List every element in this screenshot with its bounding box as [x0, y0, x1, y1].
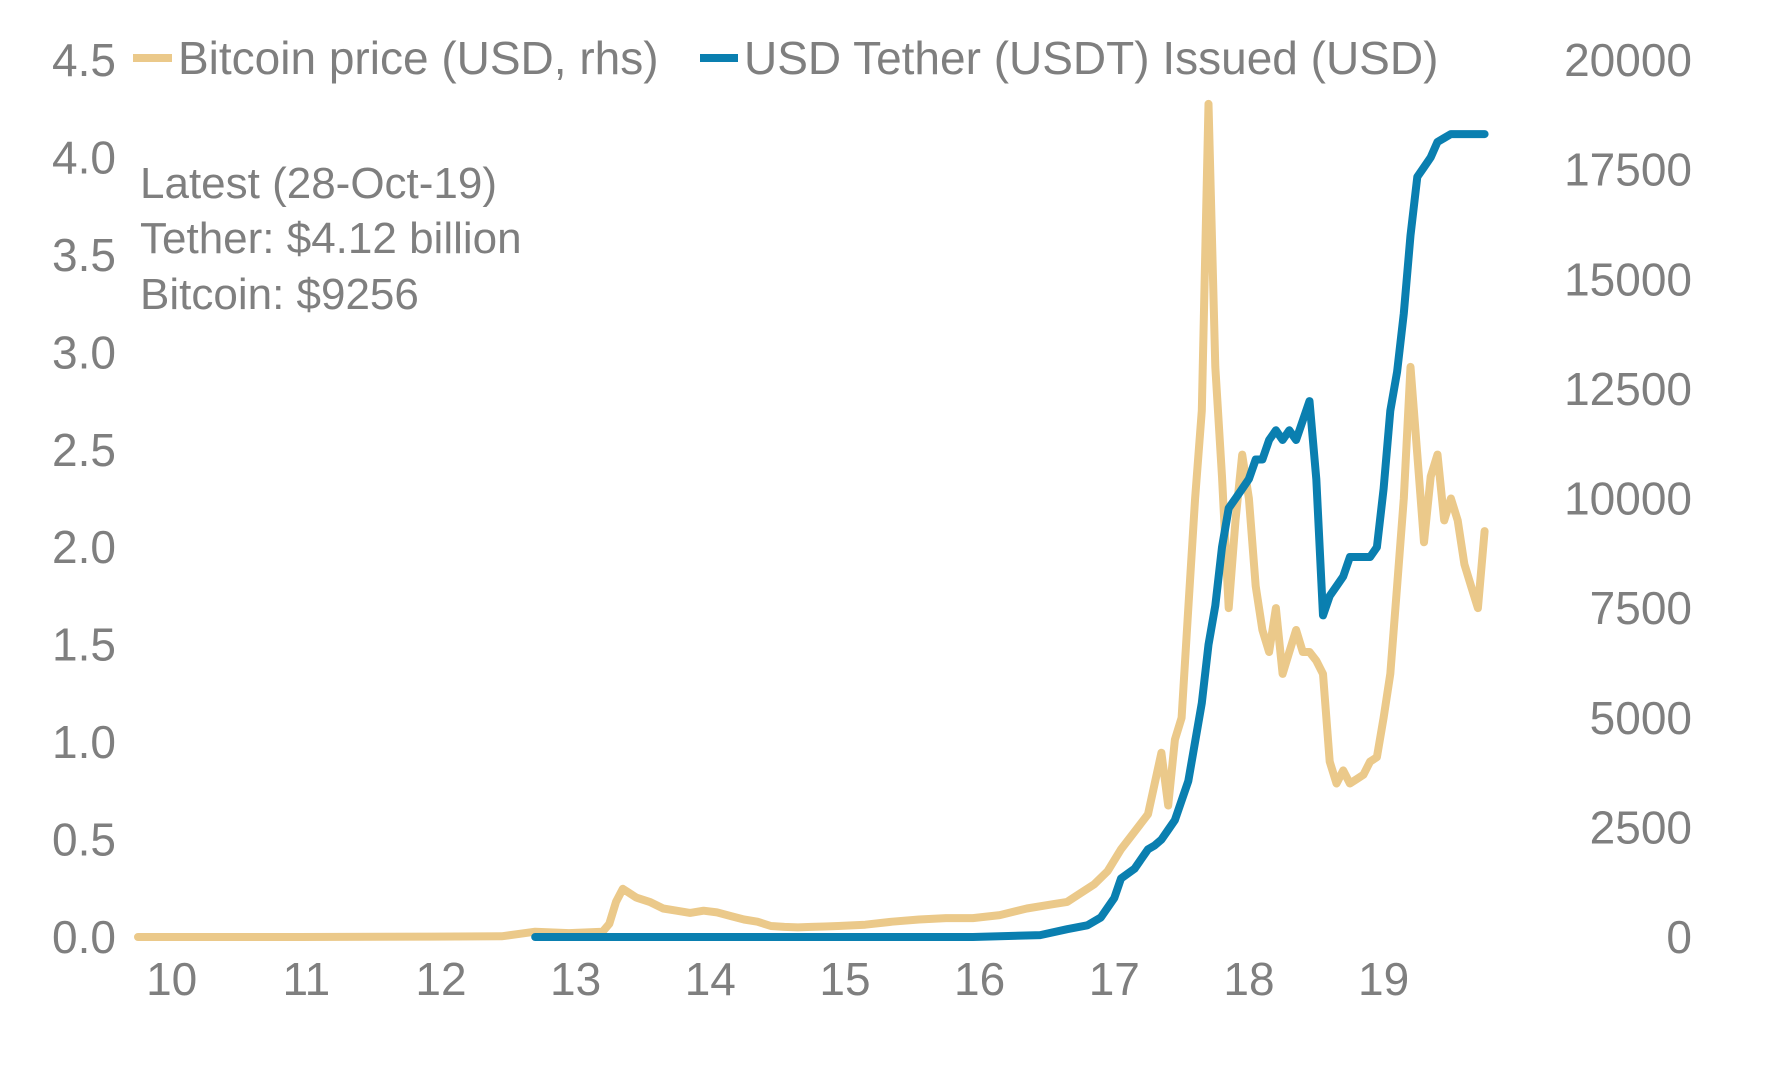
x-tick-label: 12: [415, 953, 466, 1005]
x-tick-label: 18: [1223, 953, 1274, 1005]
left-tick-label: 0.0: [52, 911, 116, 963]
left-tick-label: 3.5: [52, 229, 116, 281]
right-axis-tick-labels: 0 2500 5000 7500 10000 12500 15000 17500 20000: [1564, 34, 1692, 963]
left-tick-label: 2.5: [52, 424, 116, 476]
series-layer: [134, 99, 1489, 941]
x-tick-label: 17: [1089, 953, 1140, 1005]
right-tick-label: 20000: [1564, 34, 1692, 86]
right-tick-label: 15000: [1564, 253, 1692, 305]
x-tick-label: 11: [282, 953, 330, 1005]
right-tick-label: 12500: [1564, 363, 1692, 415]
right-tick-label: 0: [1666, 911, 1692, 963]
legend-label-tether: USD Tether (USDT) Issued (USD): [744, 32, 1438, 84]
right-tick-label: 17500: [1564, 144, 1692, 196]
left-tick-label: 3.0: [52, 326, 116, 378]
right-tick-label: 10000: [1564, 473, 1692, 525]
bitcoin-series-line: [134, 99, 1489, 941]
right-tick-label: 2500: [1590, 801, 1692, 853]
left-tick-label: 1.0: [52, 716, 116, 768]
left-tick-label: 0.5: [52, 814, 116, 866]
x-tick-label: 15: [819, 953, 870, 1005]
tether-series-line: [531, 130, 1489, 941]
annotation-bitcoin-value: Bitcoin: $9256: [140, 270, 419, 319]
x-tick-label: 19: [1358, 953, 1409, 1005]
x-axis-tick-labels: 10 11 12 13 14 15 16 17 18 19: [146, 953, 1409, 1005]
left-tick-label: 4.5: [52, 34, 116, 86]
annotation-latest-date: Latest (28-Oct-19): [140, 159, 497, 208]
right-tick-label: 7500: [1590, 582, 1692, 634]
left-tick-label: 4.0: [52, 131, 116, 183]
right-tick-label: 5000: [1590, 692, 1692, 744]
left-tick-label: 1.5: [52, 619, 116, 671]
legend: Bitcoin price (USD, rhs) USD Tether (USD…: [133, 32, 1438, 84]
x-tick-label: 16: [954, 953, 1005, 1005]
annotation-tether-value: Tether: $4.12 billion: [140, 214, 522, 263]
legend-label-bitcoin: Bitcoin price (USD, rhs): [178, 32, 659, 84]
left-axis-tick-labels: 0.0 0.5 1.0 1.5 2.0 2.5 3.0 3.5 4.0 4.5: [52, 34, 116, 963]
left-tick-label: 2.0: [52, 521, 116, 573]
x-tick-label: 10: [146, 953, 197, 1005]
x-tick-label: 14: [685, 953, 736, 1005]
latest-annotation: Latest (28-Oct-19) Tether: $4.12 billion…: [140, 159, 522, 319]
x-tick-label: 13: [550, 953, 601, 1005]
